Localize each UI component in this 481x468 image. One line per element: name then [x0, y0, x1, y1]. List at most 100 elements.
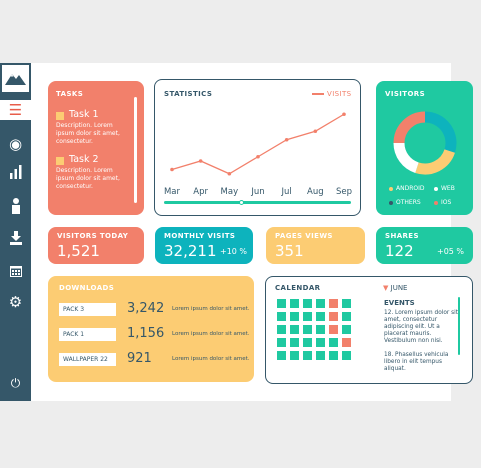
- calendar-day[interactable]: [316, 299, 325, 308]
- logo: [0, 63, 31, 94]
- calendar-day[interactable]: [290, 351, 299, 360]
- metric-percent: +10 %: [220, 247, 248, 256]
- downloads-title: DOWNLOADS: [59, 284, 115, 292]
- x-tick-label: Jul: [281, 187, 292, 197]
- metric-percent: +05 %: [437, 247, 465, 256]
- metric-title: VISITORS TODAY: [57, 232, 129, 240]
- calendar-day[interactable]: [303, 338, 312, 347]
- calendar-day[interactable]: [342, 312, 351, 321]
- calendar-title: CALENDAR: [275, 284, 321, 292]
- task-title[interactable]: Task 2: [69, 154, 99, 165]
- calendar-day[interactable]: [316, 338, 325, 347]
- menu-icon[interactable]: ☰: [0, 100, 31, 120]
- x-tick-label: Mar: [164, 187, 181, 197]
- calendar-day[interactable]: [342, 351, 351, 360]
- donut-chart: [393, 111, 457, 175]
- legend-others: OTHERS: [389, 199, 421, 206]
- calendar-day[interactable]: [290, 338, 299, 347]
- task-checkbox[interactable]: [56, 157, 64, 165]
- calendar-day[interactable]: [342, 325, 351, 334]
- event-item: 18. Phasellus vehicula libero in elit te…: [384, 352, 449, 372]
- calendar-icon[interactable]: [0, 263, 31, 281]
- eye-icon[interactable]: ◉: [8, 135, 23, 153]
- data-point: [227, 171, 232, 176]
- calendar-day[interactable]: [316, 312, 325, 321]
- chart-scroll-handle[interactable]: [239, 200, 244, 205]
- calendar-day[interactable]: [329, 325, 338, 334]
- calendar-day[interactable]: [303, 351, 312, 360]
- power-icon[interactable]: ⏻: [10, 376, 21, 390]
- metric-pages-views: PAGES VIEWS 351: [266, 227, 365, 264]
- user-glyph: [11, 198, 20, 214]
- calendar-day[interactable]: [303, 325, 312, 334]
- metric-monthly-visits: MONTHLY VISITS 32,211 +10 %: [155, 227, 253, 264]
- metric-value: 1,521: [57, 242, 100, 260]
- task-title[interactable]: Task 1: [69, 109, 99, 120]
- bar-chart-icon[interactable]: [0, 165, 31, 183]
- calendar-day[interactable]: [290, 312, 299, 321]
- calendar-day[interactable]: [290, 325, 299, 334]
- donut-slice-others: [393, 142, 420, 173]
- data-point: [170, 167, 174, 172]
- x-tick-label: Apr: [193, 187, 208, 197]
- download-name[interactable]: PACK 3: [59, 303, 116, 316]
- metric-title: PAGES VIEWS: [275, 232, 333, 240]
- download-name[interactable]: PACK 1: [59, 328, 116, 341]
- calendar-day[interactable]: [277, 338, 286, 347]
- ios-dot: [434, 200, 438, 205]
- data-point: [256, 154, 260, 159]
- events-scrollbar[interactable]: [458, 297, 460, 355]
- calendar-day[interactable]: [290, 299, 299, 308]
- x-tick-label: May: [221, 187, 239, 197]
- data-point: [342, 112, 346, 117]
- calendar-day[interactable]: [277, 351, 286, 360]
- legend-label: VISITS: [327, 90, 352, 98]
- line-chart: Mar Apr May Jun Jul Aug Sep: [164, 112, 352, 197]
- calendar-day[interactable]: [277, 299, 286, 308]
- calendar-day[interactable]: [329, 312, 338, 321]
- calendar-month[interactable]: ▼ JUNE: [383, 284, 407, 292]
- download-glyph: [9, 231, 22, 245]
- download-count: 921: [127, 351, 152, 366]
- chart-scrollbar[interactable]: [164, 201, 351, 204]
- download-name[interactable]: WALLPAPER 22: [59, 353, 116, 366]
- user-icon[interactable]: [0, 198, 31, 218]
- tasks-scrollbar[interactable]: [134, 97, 137, 203]
- calendar-day[interactable]: [329, 299, 338, 308]
- task-checkbox[interactable]: [56, 112, 64, 120]
- calendar-day[interactable]: [342, 338, 351, 347]
- gear-icon[interactable]: ⚙: [8, 293, 23, 311]
- calendar-day[interactable]: [277, 325, 286, 334]
- calendar-day[interactable]: [277, 312, 286, 321]
- calendar-month-label: JUNE: [390, 284, 408, 292]
- download-icon[interactable]: [0, 231, 31, 249]
- calendar-day[interactable]: [329, 351, 338, 360]
- data-point: [313, 129, 318, 134]
- calendar-day[interactable]: [342, 299, 351, 308]
- download-text: Lorem ipsum dolor sit amet.: [172, 306, 250, 312]
- calendar-glyph: [9, 266, 22, 277]
- events-title: EVENTS: [384, 299, 415, 307]
- calendar-day[interactable]: [303, 299, 312, 308]
- metric-title: SHARES: [385, 232, 419, 240]
- android-dot: [389, 186, 393, 191]
- download-text: Lorem ipsum dolor sit amet.: [172, 331, 250, 337]
- legend-ios: IOS: [434, 199, 451, 206]
- calendar-day[interactable]: [316, 351, 325, 360]
- calendar-day[interactable]: [329, 338, 338, 347]
- visits-series-line: [171, 113, 345, 175]
- others-dot: [389, 200, 393, 205]
- legend-others-label: OTHERS: [396, 199, 421, 206]
- web-dot: [434, 186, 438, 191]
- statistics-title: STATISTICS: [164, 90, 213, 98]
- calendar-card: CALENDAR ▼ JUNE EVENTS 12. Lorem ipsum d…: [265, 276, 473, 384]
- visitors-card: VISITORS ANDROID WEB OTHERS IOS: [376, 81, 473, 215]
- tasks-title: TASKS: [56, 90, 84, 98]
- download-count: 3,242: [127, 301, 165, 316]
- calendar-day[interactable]: [316, 325, 325, 334]
- metric-value: 32,211: [164, 242, 217, 260]
- x-tick-label: Sep: [336, 187, 352, 197]
- dropdown-triangle-icon: ▼: [383, 284, 389, 292]
- calendar-day[interactable]: [303, 312, 312, 321]
- data-point: [284, 137, 289, 142]
